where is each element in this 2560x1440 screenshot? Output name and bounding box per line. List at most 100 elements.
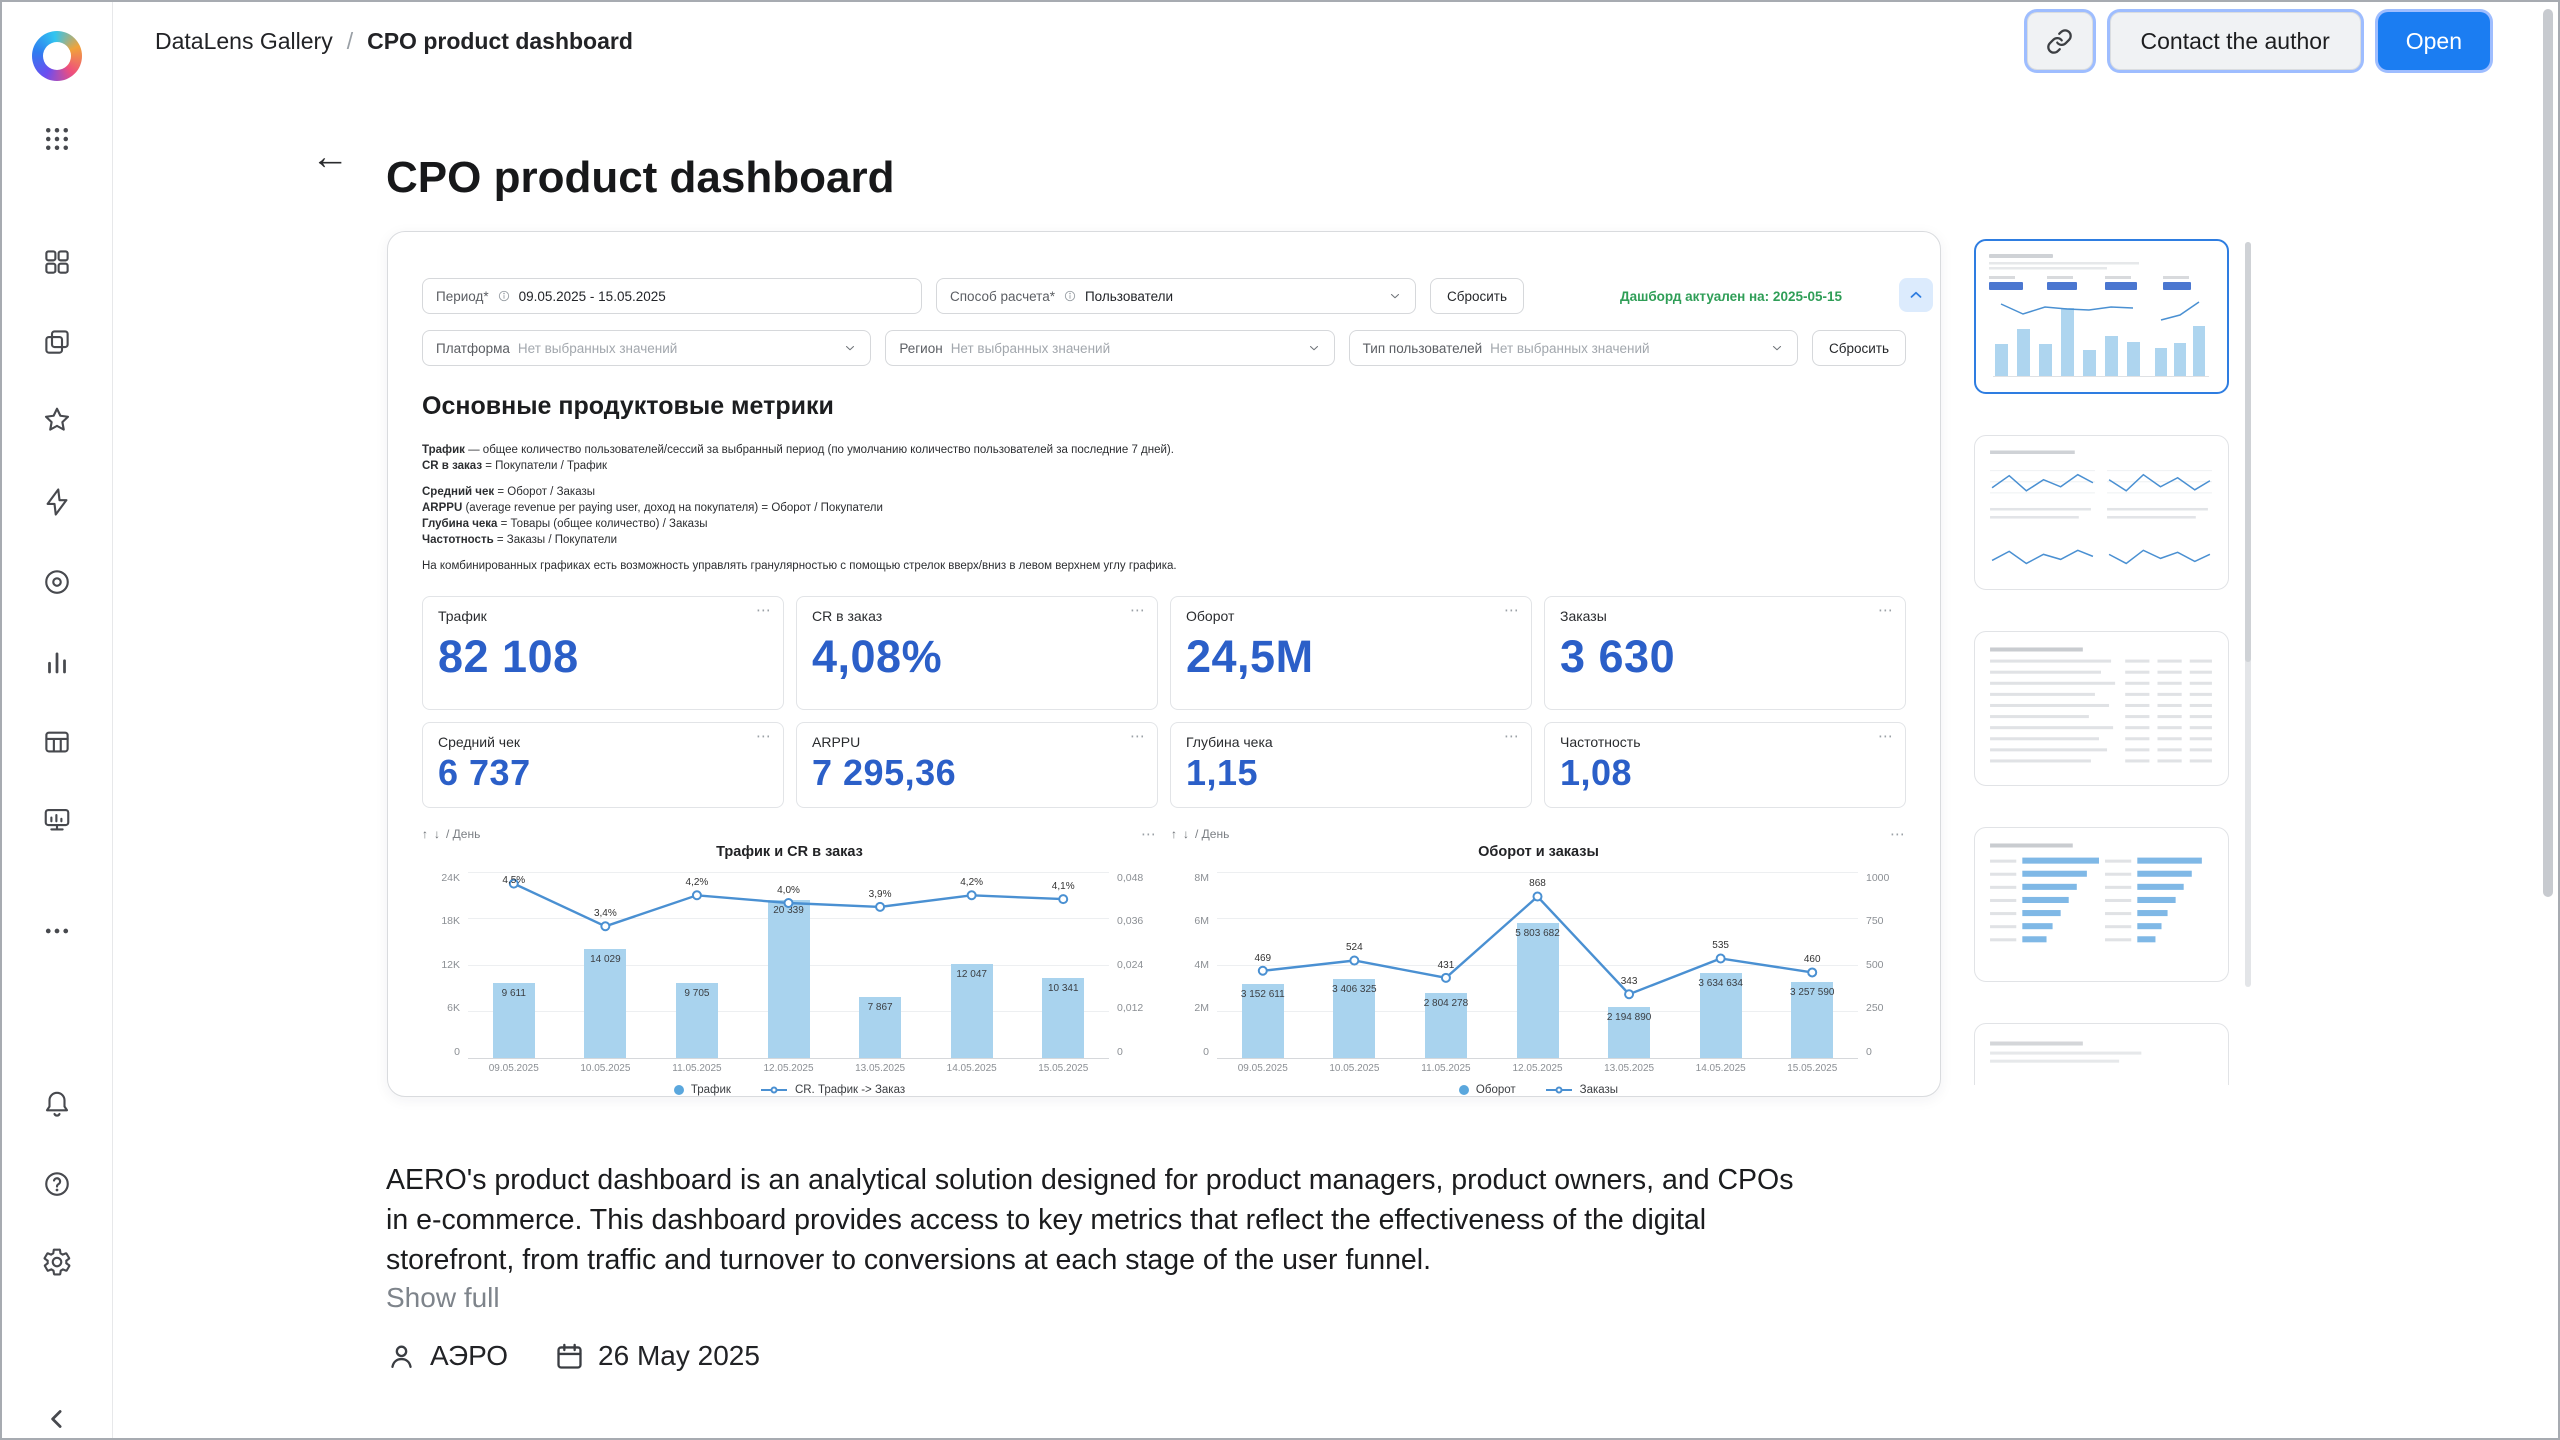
dashboard-thumbnail-4[interactable] <box>1974 827 2229 982</box>
metric-value: 1,15 <box>1186 751 1259 793</box>
breadcrumb-root[interactable]: DataLens Gallery <box>155 27 333 54</box>
more-icon[interactable] <box>35 909 79 953</box>
tables-icon[interactable] <box>35 720 79 764</box>
metric-menu-button[interactable]: ⋯ <box>1878 727 1894 745</box>
platform-filter[interactable]: Платформа Нет выбранных значений <box>422 330 872 366</box>
chart-menu-button[interactable]: ⋯ <box>1141 825 1157 843</box>
dashboard-thumbnail-1[interactable] <box>1974 239 2229 394</box>
chart-title: Трафик и CR в заказ <box>716 843 863 860</box>
dashboard-actual-label: Дашборд актуален на: 2025-05-15 <box>1619 288 1842 304</box>
reset-filters-button[interactable]: Сбросить <box>1430 278 1525 314</box>
dashboard-thumbnail-3[interactable] <box>1974 631 2229 786</box>
metric-label: Глубина чека <box>1186 733 1273 750</box>
legend-item[interactable]: Оборот <box>1458 1084 1516 1096</box>
settings-icon[interactable] <box>35 1240 79 1284</box>
contact-author-button[interactable]: Contact the author <box>2109 12 2361 70</box>
usertype-filter[interactable]: Тип пользователей Нет выбранных значений <box>1348 330 1798 366</box>
metric-card-check-depth: Глубина чека ⋯ 1,15 <box>1170 721 1532 808</box>
copy-link-button[interactable] <box>2026 12 2093 70</box>
metric-menu-button[interactable]: ⋯ <box>1878 601 1894 619</box>
period-filter-label: Период* <box>436 288 489 304</box>
dashboard-thumbnail-5[interactable] <box>1974 1023 2229 1085</box>
chart-title: Оборот и заказы <box>1478 843 1599 860</box>
page-scrollbar[interactable] <box>2543 9 2553 897</box>
metric-menu-button[interactable]: ⋯ <box>1504 727 1520 745</box>
legend-item[interactable]: Трафик <box>673 1084 731 1096</box>
collections-icon[interactable] <box>35 320 79 364</box>
platform-filter-label: Платформа <box>436 340 510 356</box>
help-icon[interactable] <box>35 1162 79 1206</box>
y-axis-right: 0,048 0,036 0,024 0,012 0 <box>1117 871 1144 1058</box>
filters-row-1: Период* 09.05.2025 - 15.05.2025 Способ р… <box>422 278 1906 314</box>
metric-value: 1,08 <box>1560 751 1633 793</box>
datalens-logo-icon[interactable] <box>32 31 82 81</box>
dashboard-thumbnail-2[interactable] <box>1974 435 2229 590</box>
monitoring-icon[interactable] <box>35 798 79 842</box>
note-line: Трафик — общее количество пользователей/… <box>422 443 1174 456</box>
metric-label: Частотность <box>1560 733 1641 750</box>
chart-legend: Оборот Заказы <box>1171 1084 1906 1096</box>
metric-label: ARPPU <box>812 733 861 750</box>
chart-legend: Трафик CR. Трафик -> Заказ <box>422 1084 1157 1096</box>
region-filter[interactable]: Регион Нет выбранных значений <box>885 330 1335 366</box>
thumbnails-scrollbar[interactable] <box>2245 242 2251 987</box>
functions-icon[interactable] <box>35 480 79 524</box>
metric-value: 82 108 <box>438 630 579 682</box>
dashboard-preview[interactable]: Период* 09.05.2025 - 15.05.2025 Способ р… <box>387 231 1941 1097</box>
granularity-down-icon[interactable]: ↓ <box>434 826 440 841</box>
show-full-link[interactable]: Show full <box>386 1282 500 1313</box>
reset-filters-button-2[interactable]: Сбросить <box>1811 330 1906 366</box>
calc-method-label: Способ расчета* <box>950 288 1055 304</box>
calc-method-filter[interactable]: Способ расчета* Пользователи <box>936 278 1416 314</box>
metric-menu-button[interactable]: ⋯ <box>756 727 772 745</box>
legend-item[interactable]: CR. Трафик -> Заказ <box>760 1084 905 1096</box>
y-axis-right: 1000 750 500 250 0 <box>1866 871 1890 1058</box>
metric-menu-button[interactable]: ⋯ <box>1504 601 1520 619</box>
metric-menu-button[interactable]: ⋯ <box>1130 727 1146 745</box>
open-button[interactable]: Open <box>2377 12 2490 70</box>
header-actions: Contact the author Open <box>2026 12 2490 70</box>
dashboards-icon[interactable] <box>35 240 79 284</box>
notifications-icon[interactable] <box>35 1082 79 1126</box>
x-axis-labels: 09.05.2025 10.05.2025 11.05.2025 12.05.2025… <box>488 1062 1089 1074</box>
period-filter[interactable]: Период* 09.05.2025 - 15.05.2025 <box>422 278 922 314</box>
breadcrumb: DataLens Gallery / CPO product dashboard <box>155 28 633 55</box>
apps-grid-icon[interactable] <box>35 117 79 161</box>
legend-item[interactable]: Заказы <box>1545 1084 1618 1096</box>
page-title: CPO product dashboard <box>386 153 895 203</box>
region-filter-label: Регион <box>899 340 943 356</box>
platform-filter-value: Нет выбранных значений <box>517 340 678 356</box>
info-icon <box>497 289 511 303</box>
filters-row-2: Платформа Нет выбранных значений Регион … <box>422 330 1906 366</box>
chart-turnover-orders: ↑ ↓ / День ⋯ Оборот и заказы 8M 6M 4M 2M 0 3… <box>1171 824 1906 1096</box>
metric-menu-button[interactable]: ⋯ <box>1130 601 1146 619</box>
metric-card-arppu: ARPPU ⋯ 7 295,36 <box>796 721 1158 808</box>
back-arrow-icon: ← <box>311 135 349 178</box>
charts-icon[interactable] <box>35 640 79 684</box>
chevron-up-icon <box>1910 291 1922 298</box>
metric-value: 4,08% <box>812 630 943 682</box>
discs-icon[interactable] <box>35 560 79 604</box>
metric-label: CR в заказ <box>812 607 883 624</box>
chart-plot: 9 611 14 029 9 705 20 339 7 867 12 047 10 341 4… <box>468 871 1109 1059</box>
sidebar-collapse-icon[interactable] <box>35 1397 79 1438</box>
back-button[interactable]: ← <box>305 132 355 182</box>
metric-label: Заказы <box>1560 607 1607 624</box>
granularity-down-icon[interactable]: ↓ <box>1183 826 1189 841</box>
chart-traffic-cr: ↑ ↓ / День ⋯ Трафик и CR в заказ 24K 18K 1… <box>422 824 1157 1096</box>
collapse-filters-button[interactable] <box>1899 278 1933 312</box>
metric-card-cr: CR в заказ ⋯ 4,08% <box>796 595 1158 710</box>
favorites-icon[interactable] <box>35 398 79 442</box>
usertype-filter-label: Тип пользователей <box>1362 340 1483 356</box>
metric-card-turnover: Оборот ⋯ 24,5М <box>1170 595 1532 710</box>
chevron-down-icon <box>843 341 857 355</box>
metric-value: 3 630 <box>1560 630 1676 682</box>
info-icon <box>1063 289 1077 303</box>
granularity-up-icon[interactable]: ↑ <box>422 826 428 841</box>
chevron-down-icon <box>1388 289 1402 303</box>
chart-menu-button[interactable]: ⋯ <box>1890 825 1906 843</box>
granularity-up-icon[interactable]: ↑ <box>1171 826 1177 841</box>
metric-menu-button[interactable]: ⋯ <box>756 601 772 619</box>
metric-card-orders: Заказы ⋯ 3 630 <box>1544 595 1906 710</box>
